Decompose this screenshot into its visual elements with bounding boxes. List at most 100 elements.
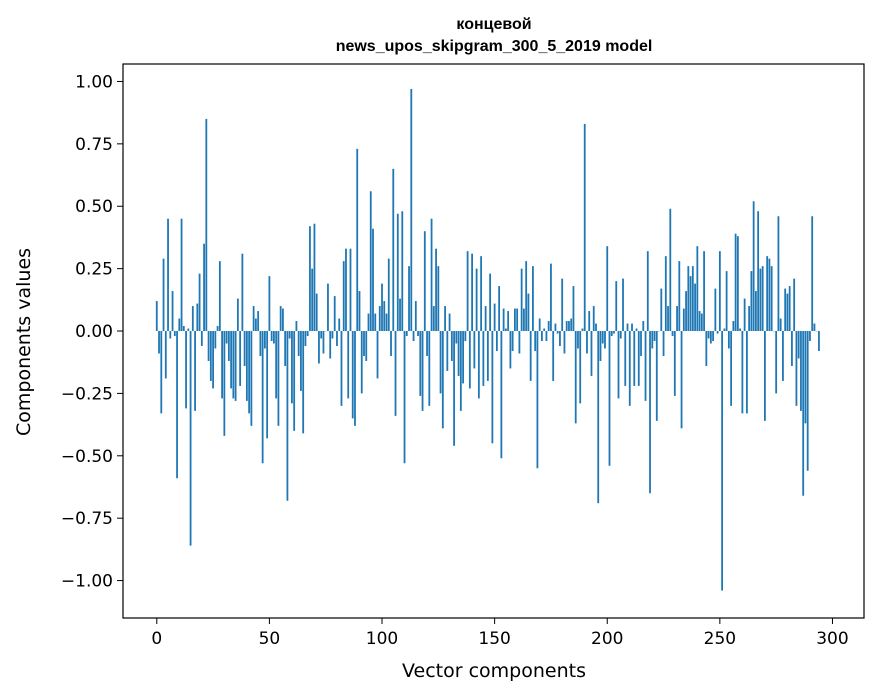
bar: [597, 331, 600, 504]
bar: [622, 278, 624, 332]
bar: [813, 323, 816, 332]
bar: [644, 331, 647, 401]
bar: [599, 331, 602, 361]
bar: [730, 331, 733, 406]
bar: [363, 331, 365, 356]
bar: [245, 331, 248, 401]
bar: [396, 213, 399, 332]
bar: [550, 263, 552, 332]
bar: [529, 331, 532, 381]
bar: [351, 331, 354, 419]
x-tick-label: 250: [704, 629, 736, 649]
bar: [381, 283, 383, 332]
bar: [185, 331, 187, 409]
bar: [158, 331, 160, 354]
bar: [484, 306, 487, 332]
bar: [640, 331, 642, 356]
bar: [403, 331, 406, 464]
bar: [293, 331, 296, 431]
bar: [811, 216, 814, 332]
bar: [176, 331, 178, 479]
bar: [721, 331, 724, 591]
x-tick-label: 50: [259, 629, 281, 649]
bar: [329, 331, 332, 359]
bar: [610, 331, 613, 337]
bar: [347, 331, 350, 399]
bar: [480, 256, 483, 332]
bar: [309, 226, 311, 332]
bar: [412, 331, 415, 341]
bar: [583, 123, 586, 332]
bar: [383, 301, 386, 332]
bar: [725, 271, 728, 332]
bar: [514, 308, 516, 332]
bar: [664, 256, 667, 332]
bar: [775, 331, 778, 394]
bar: [236, 298, 239, 332]
bar: [286, 331, 289, 501]
y-tick-label: −0.75: [61, 509, 113, 529]
bar: [667, 306, 669, 332]
bar: [248, 331, 251, 414]
bar: [595, 323, 597, 332]
bar: [232, 331, 235, 399]
bar: [613, 331, 615, 334]
bar: [581, 328, 584, 332]
bar: [660, 288, 663, 332]
bar: [196, 303, 199, 332]
bar: [554, 323, 557, 332]
bar: [160, 331, 163, 414]
bar: [417, 331, 419, 337]
bar: [624, 331, 627, 386]
bar: [532, 266, 534, 332]
bar: [626, 323, 629, 332]
bar: [322, 331, 325, 354]
bar: [572, 286, 575, 332]
bar: [491, 331, 494, 444]
bar: [590, 331, 593, 376]
bar: [570, 318, 573, 332]
bar: [345, 248, 347, 332]
bar: [655, 331, 658, 421]
bar: [297, 331, 300, 356]
bar: [565, 321, 568, 332]
bar: [162, 258, 165, 332]
bar: [705, 331, 708, 366]
bar: [631, 323, 633, 332]
bar: [241, 253, 244, 332]
bar: [218, 261, 221, 332]
bar: [786, 293, 789, 332]
bar: [448, 313, 451, 332]
bar: [385, 313, 388, 332]
bar: [270, 331, 273, 341]
bar: [791, 331, 793, 366]
bar: [568, 321, 570, 332]
bar: [336, 331, 338, 346]
bar: [761, 266, 764, 332]
bar: [482, 331, 485, 386]
bar: [802, 331, 805, 496]
bar: [306, 331, 309, 337]
bar: [718, 251, 721, 332]
bar: [804, 331, 807, 424]
bar: [453, 331, 455, 446]
bar: [171, 291, 174, 332]
bar: [209, 331, 212, 381]
x-tick-label: 100: [366, 629, 398, 649]
bar: [793, 278, 796, 332]
bar: [254, 318, 257, 332]
bar: [399, 298, 401, 332]
bar: [696, 246, 699, 332]
bar: [651, 331, 654, 349]
bar: [464, 331, 467, 341]
bar: [250, 331, 253, 426]
bar: [520, 268, 523, 332]
bar: [712, 331, 714, 341]
bar: [468, 331, 471, 389]
bar: [615, 281, 618, 332]
bar: [707, 331, 710, 339]
bar: [441, 331, 444, 429]
y-tick-label: 0.00: [75, 322, 113, 342]
y-axis-label: Components values: [13, 248, 35, 436]
bar: [205, 118, 208, 332]
